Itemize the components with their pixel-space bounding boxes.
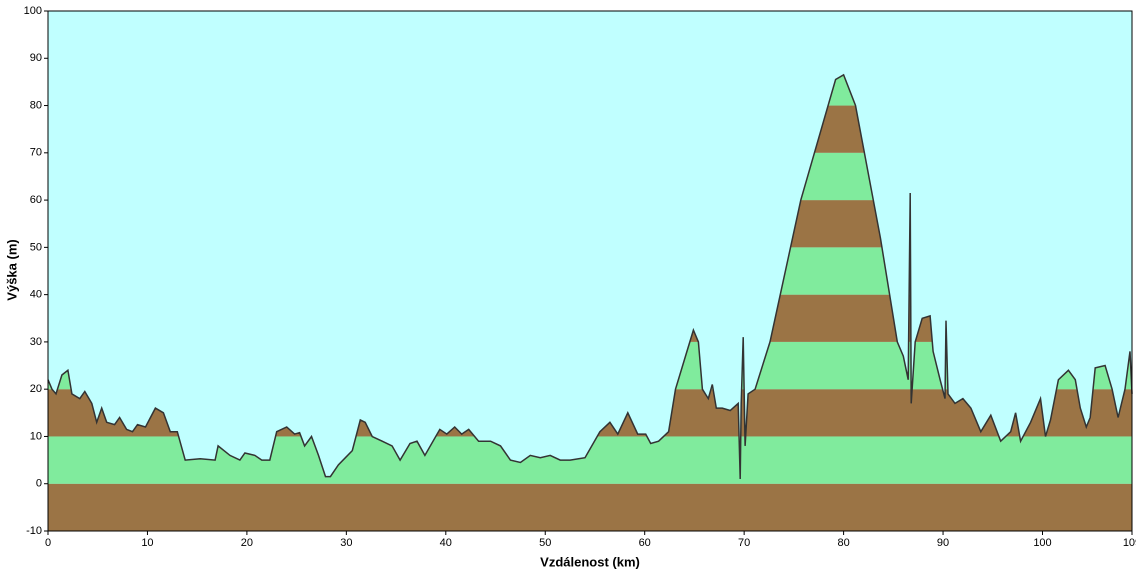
- y-tick-label: 90: [30, 52, 42, 64]
- x-tick-label: 60: [639, 537, 651, 549]
- y-tick-label: 100: [24, 5, 42, 17]
- y-tick-label: 50: [30, 241, 42, 253]
- band: [48, 483, 1132, 531]
- y-tick-label: 20: [30, 383, 42, 395]
- y-tick-label: 70: [30, 147, 42, 159]
- x-tick-label: 30: [340, 537, 352, 549]
- y-tick-label: -10: [26, 525, 42, 537]
- x-tick-label: 0: [45, 537, 51, 549]
- y-tick-label: 80: [30, 99, 42, 111]
- x-tick-label: 50: [539, 537, 551, 549]
- x-tick-label: 20: [241, 537, 253, 549]
- y-tick-label: 0: [36, 478, 42, 490]
- y-tick-label: 60: [30, 194, 42, 206]
- plot-frame: [47, 10, 1133, 532]
- x-axis-label: Vzdálenost (km): [540, 554, 640, 569]
- x-tick-label: 100: [1033, 537, 1051, 549]
- x-tick-label: 40: [440, 537, 452, 549]
- x-tick-label: 90: [937, 537, 949, 549]
- x-tick-label: 109: [1123, 537, 1136, 549]
- x-tick-label: 80: [837, 537, 849, 549]
- y-tick-label: 30: [30, 336, 42, 348]
- x-tick-label: 10: [141, 537, 153, 549]
- y-tick-label: 40: [30, 289, 42, 301]
- y-axis-label: Výška (m): [4, 239, 19, 300]
- x-tick-label: 70: [738, 537, 750, 549]
- y-tick-label: 10: [30, 430, 42, 442]
- profile-line: [47, 73, 1133, 480]
